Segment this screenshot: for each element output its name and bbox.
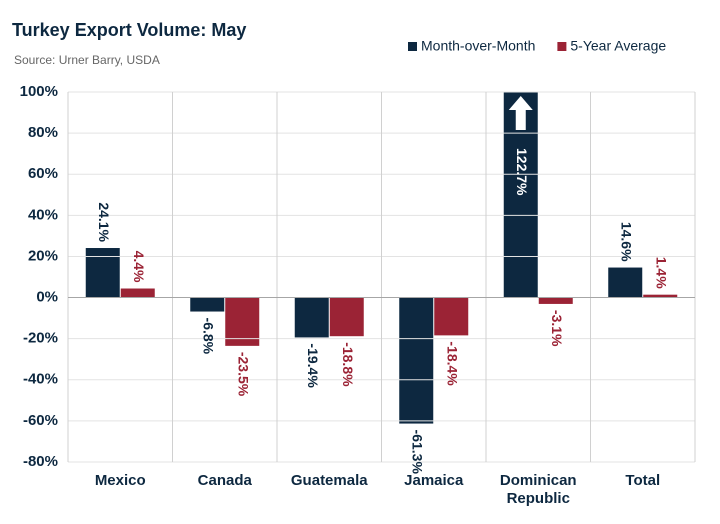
legend-swatch [408, 42, 417, 51]
value-label: -18.8% [340, 342, 356, 387]
x-tick-label: Mexico [94, 472, 146, 489]
bar [294, 297, 329, 338]
x-tick-label: Guatemala [290, 472, 368, 489]
bar [399, 297, 434, 424]
value-label: 4.4% [131, 251, 147, 283]
x-tick-label: Total [625, 472, 661, 489]
bar [434, 297, 469, 336]
chart-subtitle: Source: Urner Barry, USDA [14, 53, 160, 67]
y-tick-label: -60% [23, 412, 58, 429]
overflow-arrow [508, 96, 533, 130]
x-tick-label: Jamaica [404, 472, 464, 489]
value-label: -3.1% [549, 310, 565, 347]
y-tick-label: -40% [23, 371, 58, 388]
bar [190, 297, 225, 312]
value-label: -18.4% [445, 341, 461, 386]
value-label: -6.8% [201, 318, 217, 355]
bar [538, 297, 573, 304]
y-tick-label: 80% [28, 124, 58, 141]
value-label: -61.3% [410, 430, 426, 475]
chart-title: Turkey Export Volume: May [12, 20, 246, 40]
x-tick-label: Canada [197, 472, 252, 489]
value-label: -23.5% [236, 352, 252, 397]
legend-swatch [557, 42, 567, 51]
bar [225, 297, 260, 346]
legend-label: Month-over-Month [421, 38, 535, 54]
bar [608, 267, 643, 298]
value-label: 24.1% [96, 202, 112, 242]
y-tick-label: 20% [28, 247, 58, 264]
value-label: 1.4% [654, 257, 670, 289]
y-tick-label: 60% [28, 165, 58, 182]
y-tick-label: 40% [28, 206, 58, 223]
y-tick-label: 0% [36, 289, 58, 306]
x-tick-label: Dominican Republic [499, 472, 577, 507]
bar [120, 288, 155, 298]
y-tick-label: 100% [20, 83, 58, 100]
value-label: -19.4% [305, 343, 321, 388]
value-label: 122.7% [514, 148, 530, 196]
bar [329, 297, 364, 337]
y-tick-label: -20% [23, 330, 58, 347]
bar [643, 294, 678, 298]
legend-label: 5-Year Average [570, 38, 666, 54]
y-tick-label: -80% [23, 453, 58, 470]
bar [85, 248, 120, 298]
value-label: 14.6% [619, 222, 635, 262]
